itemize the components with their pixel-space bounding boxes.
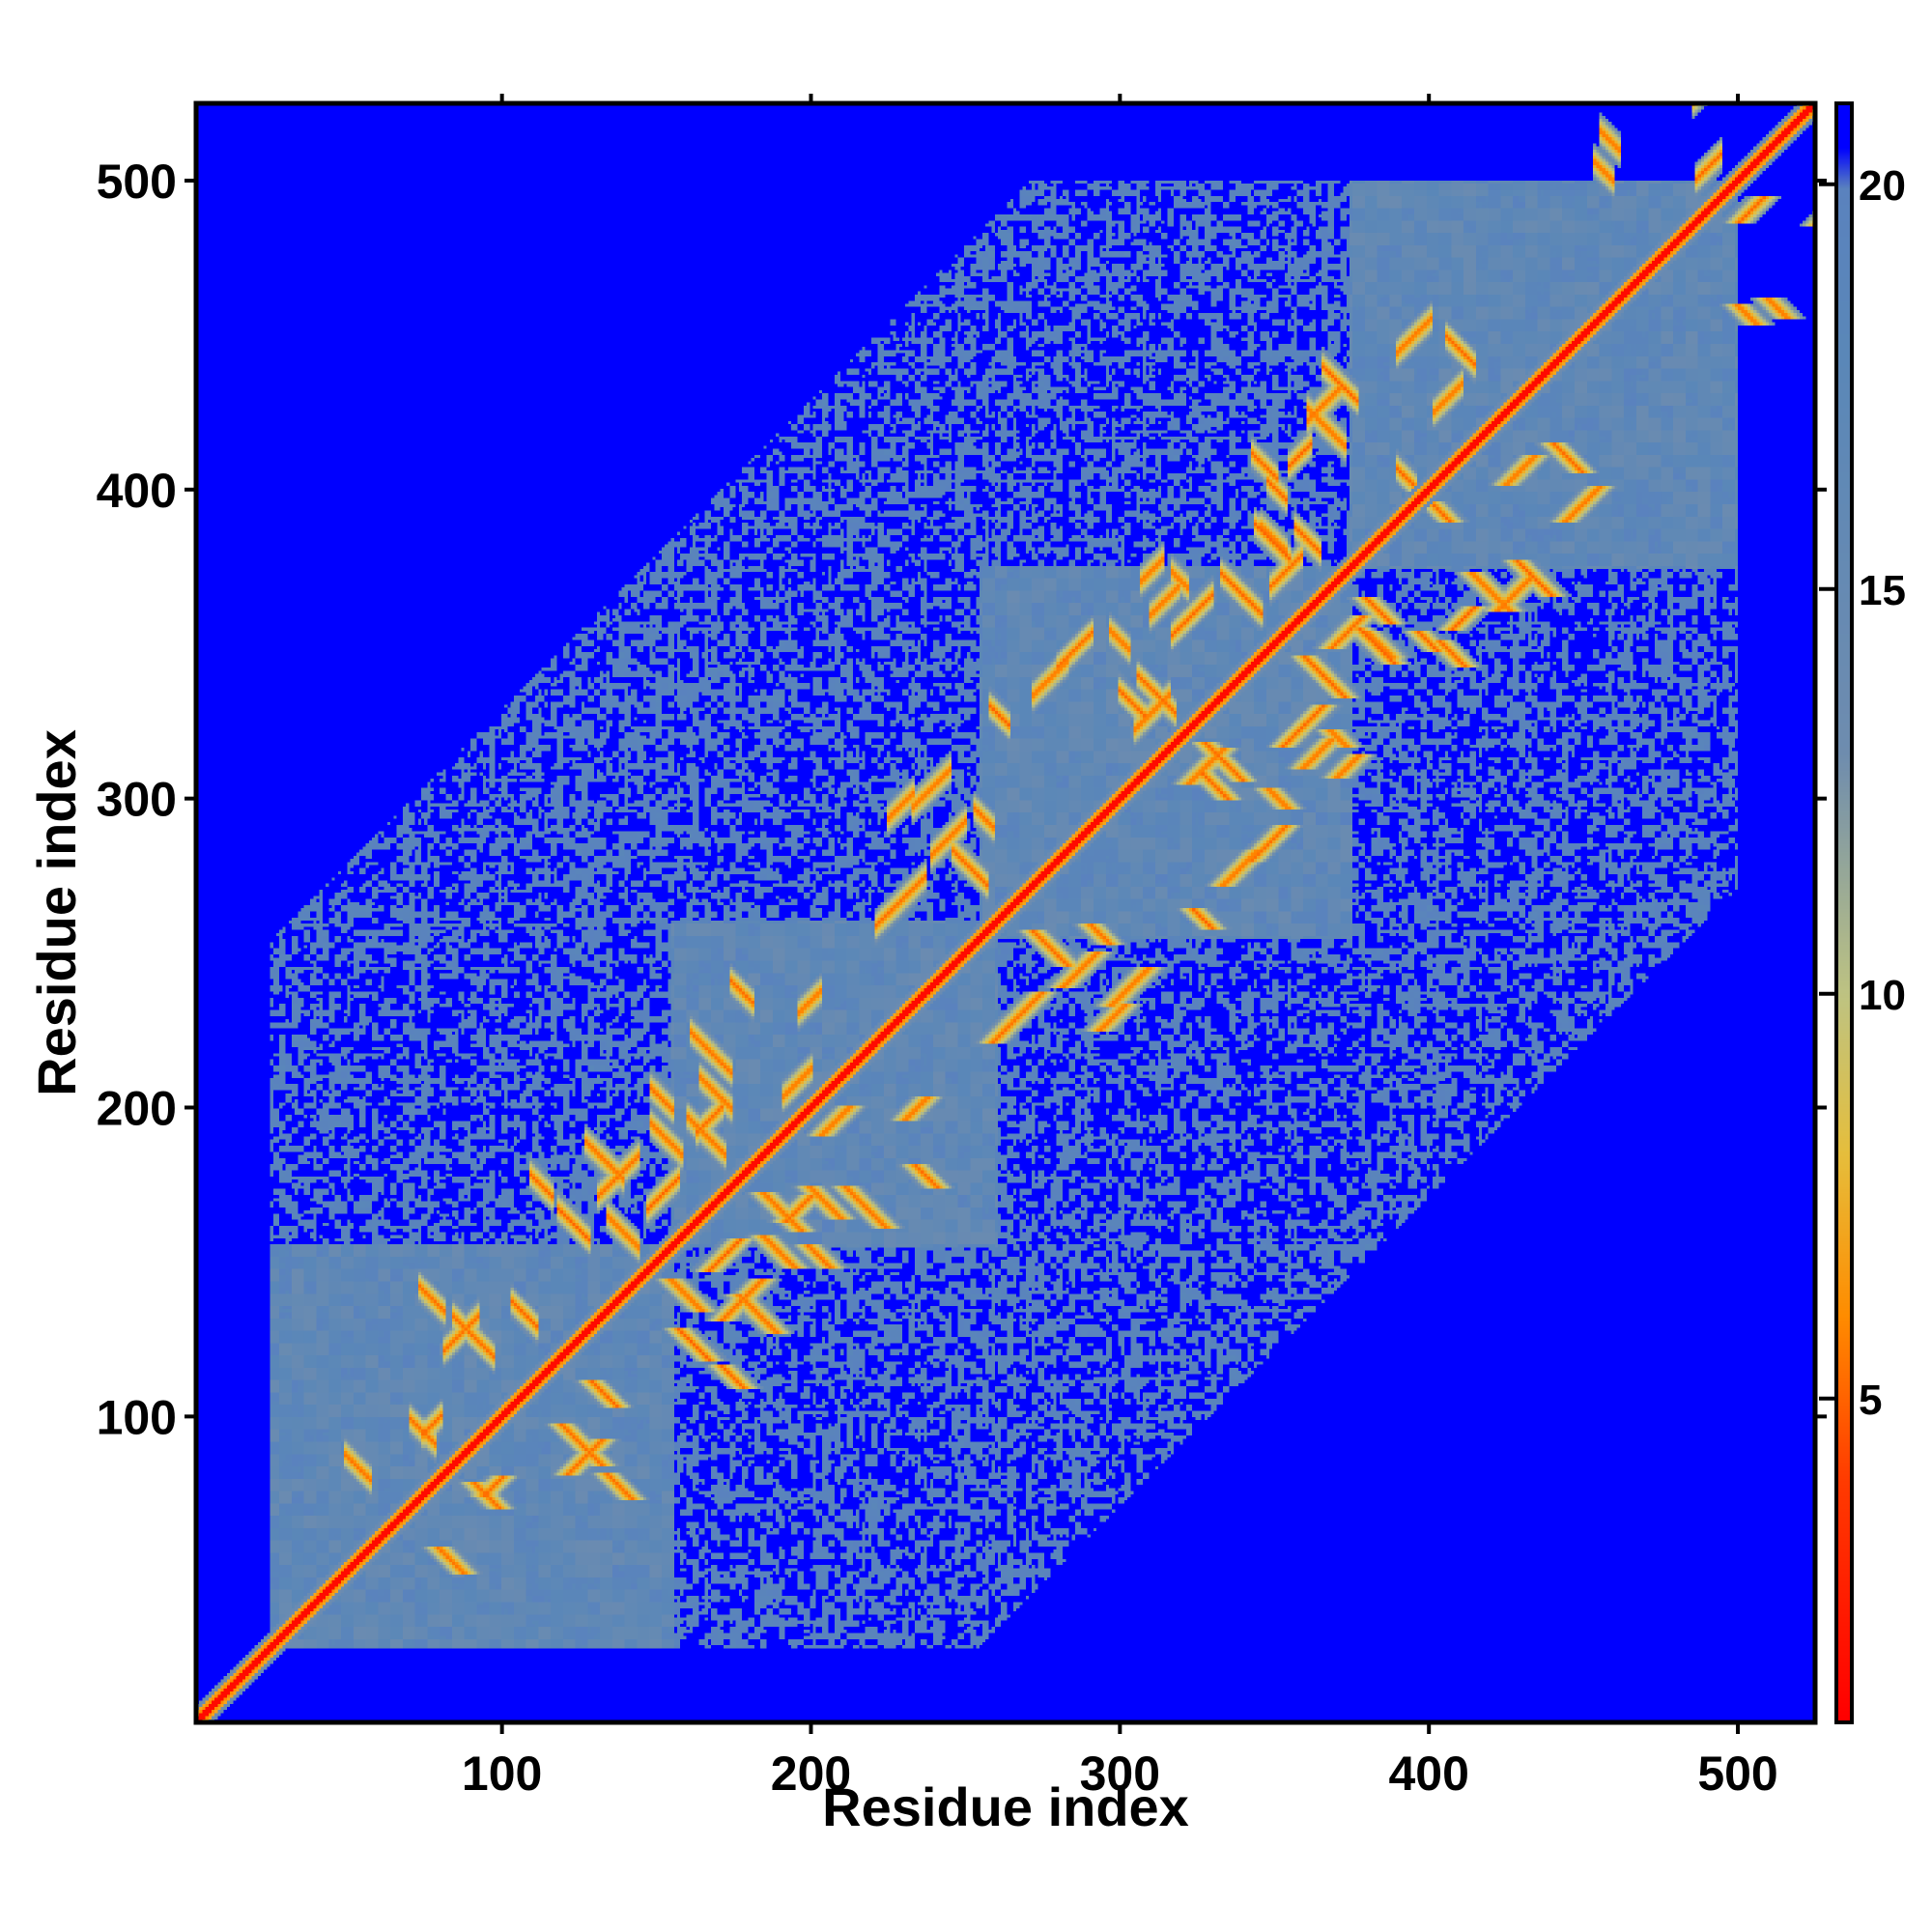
x-tick-label: 400	[1388, 1747, 1468, 1801]
x-tick-label: 200	[771, 1747, 851, 1801]
y-tick-label: 500	[97, 155, 177, 209]
colorbar-tick-label: 15	[1859, 567, 1906, 614]
x-tick-label: 100	[462, 1747, 542, 1801]
x-tick-label: 300	[1080, 1747, 1160, 1801]
y-tick-label: 400	[97, 464, 177, 518]
x-axis-ticks: 100 200 300 400 500	[462, 94, 1778, 1801]
x-axis-title: Residue index	[822, 1776, 1189, 1837]
colorbar-ticks: 5 10 15 20	[1819, 162, 1906, 1424]
colorbar-frame	[1834, 101, 1854, 1724]
plot-frame	[193, 100, 1818, 1725]
colorbar-tick-label: 5	[1859, 1377, 1882, 1424]
y-axis-title: Residue index	[26, 729, 87, 1096]
y-axis-ticks: 100 200 300 400 500	[97, 155, 1827, 1444]
y-tick-label: 100	[97, 1390, 177, 1444]
colorbar-tick-label: 20	[1859, 162, 1906, 210]
y-tick-label: 200	[97, 1082, 177, 1136]
colorbar-gradient	[1836, 103, 1852, 1722]
colorbar-tick-label: 10	[1859, 972, 1906, 1019]
y-tick-label: 300	[97, 773, 177, 827]
contact-map-heatmap	[196, 103, 1815, 1722]
x-tick-label: 500	[1697, 1747, 1777, 1801]
